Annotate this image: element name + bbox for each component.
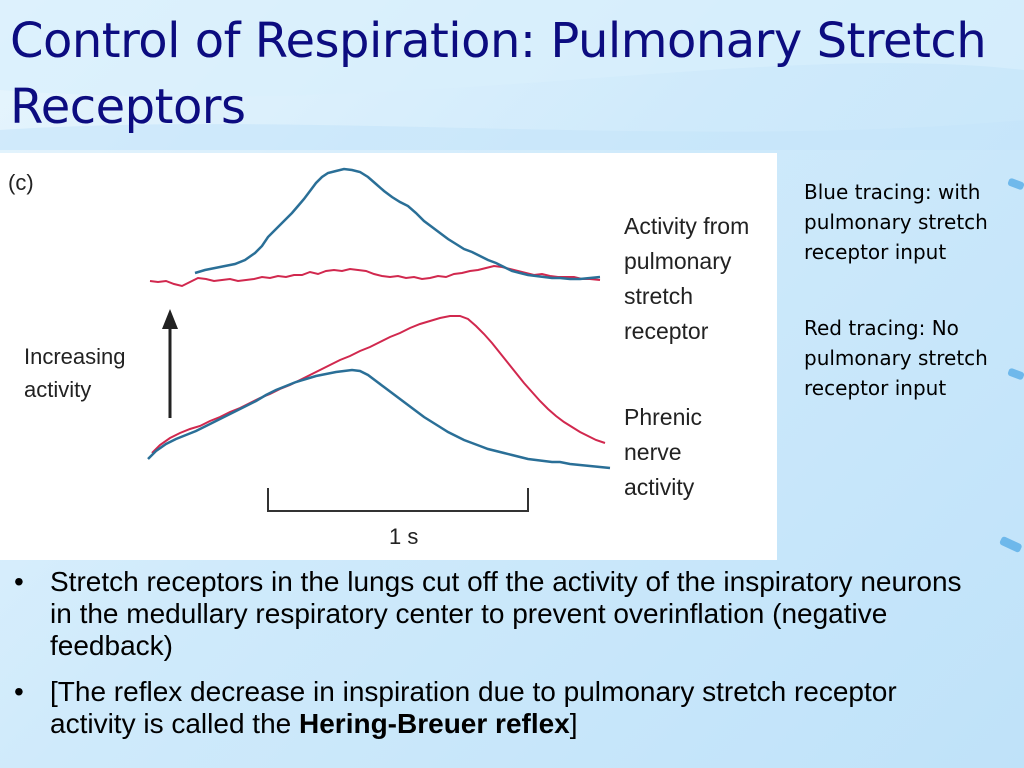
- top-red-trace: [149, 264, 601, 288]
- top-trace-label-line: stretch: [624, 283, 693, 309]
- hering-breuer-term: Hering-Breuer reflex: [299, 708, 570, 739]
- bottom-trace-label: Phrenic nerve activity: [624, 404, 708, 500]
- bottom-blue-trace: [147, 368, 611, 470]
- bottom-trace-label-line: activity: [624, 474, 695, 500]
- top-trace-label: Activity from pulmonary stretch receptor: [624, 213, 756, 344]
- bullet-text-after: ]: [569, 708, 578, 739]
- bullet-text: Stretch receptors in the lungs cut off t…: [50, 566, 962, 661]
- bottom-red-trace: [151, 315, 606, 454]
- top-trace-label-line: Activity from: [624, 213, 749, 239]
- red-tracing-note: Red tracing: No pulmonary stretch recept…: [804, 316, 988, 400]
- bullet-marker: •: [14, 566, 24, 597]
- y-axis-label-line2: activity: [24, 377, 91, 402]
- increasing-activity-arrow-icon: [162, 309, 178, 418]
- page-title: Control of Respiration: Pulmonary Stretc…: [10, 13, 987, 135]
- bullet-text-before: [The reflex decrease in inspiration due …: [50, 676, 897, 739]
- stretch-receptor-figure: (c) Increasing activity Activity from pu…: [0, 153, 777, 560]
- panel-label: (c): [8, 170, 34, 195]
- bullet-list: • Stretch receptors in the lungs cut off…: [14, 566, 974, 754]
- top-trace-label-line: pulmonary: [624, 248, 732, 274]
- list-item: • [The reflex decrease in inspiration du…: [14, 676, 974, 740]
- list-item: • Stretch receptors in the lungs cut off…: [14, 566, 974, 662]
- bullet-marker: •: [14, 676, 24, 707]
- blue-tracing-note: Blue tracing: with pulmonary stretch rec…: [804, 180, 988, 264]
- bottom-trace-label-line: Phrenic: [624, 404, 702, 430]
- y-axis-label-line1: Increasing: [24, 344, 126, 369]
- scale-bar-label: 1 s: [389, 524, 418, 549]
- top-blue-trace: [194, 167, 601, 281]
- top-trace-label-line: receptor: [624, 318, 709, 344]
- figure-diagram: (c) Increasing activity Activity from pu…: [8, 167, 756, 549]
- time-scale-bar: [267, 488, 529, 512]
- y-axis-label: Increasing activity: [24, 344, 132, 402]
- bottom-trace-label-line: nerve: [624, 439, 682, 465]
